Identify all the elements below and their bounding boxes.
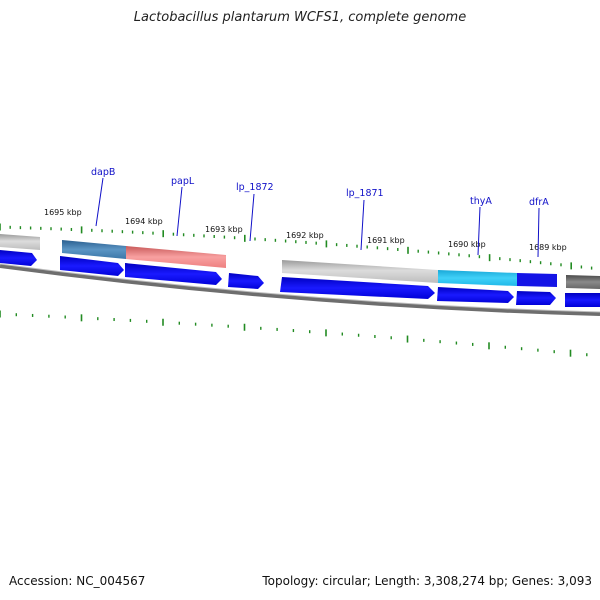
gene-label-lp_1872: lp_1872 (236, 182, 274, 193)
gene-label-thyA: thyA (470, 196, 492, 207)
gene-label-dfrA: dfrA (529, 197, 549, 208)
gene-label-papL: papL (171, 176, 195, 187)
cds-arrow-8 (565, 293, 600, 307)
tick-label-1692: 1692 kbp (286, 231, 324, 240)
topology-stats-text: Topology: circular; Length: 3,308,274 bp… (262, 574, 592, 588)
tick-label-1693: 1693 kbp (205, 225, 243, 234)
cds-arrow-3 (125, 263, 222, 285)
leader-line-thyA (477, 206, 481, 256)
gene-segment-dfrA (517, 273, 557, 287)
accession-text: Accession: NC_004567 (9, 574, 146, 588)
gene-segment-left-gray (0, 234, 40, 250)
map-title: Lactobacillus plantarum WCFS1, complete … (133, 10, 467, 25)
outer-scale (0, 223, 593, 270)
cds-arrow-1 (0, 250, 37, 266)
leader-line-lp_1871 (360, 199, 365, 251)
tick-label-1689: 1689 kbp (529, 243, 567, 252)
tick-label-1695: 1695 kbp (44, 208, 82, 217)
cds-arrow-6 (437, 287, 514, 303)
gene-segment-thyA (438, 270, 517, 286)
cds-arrow-4 (228, 273, 264, 289)
leader-line-dfrA (537, 207, 540, 258)
tick-label-1691: 1691 kbp (367, 236, 405, 245)
gene-label-dapB: dapB (91, 167, 115, 178)
tick-label-1690: 1690 kbp (448, 240, 486, 249)
genome-backbone-highlight (0, 263, 600, 313)
cds-arrow-5 (280, 277, 435, 299)
gene-segment-right-dark (566, 275, 600, 289)
cds-arrow-2 (60, 256, 124, 276)
cds-arrow-7 (516, 291, 556, 305)
gene-segment-papL (126, 246, 226, 268)
leader-line-lp_1872 (249, 193, 255, 242)
inner-scale (0, 310, 588, 357)
leader-line-dapB (95, 177, 104, 227)
gene-segment-lp_1871 (282, 260, 438, 283)
gene-segment-dapB (62, 240, 126, 259)
leader-line-papL (176, 186, 183, 237)
genome-backbone (0, 264, 600, 316)
gene-label-lp_1871: lp_1871 (346, 188, 384, 199)
tick-label-1694: 1694 kbp (125, 217, 163, 226)
